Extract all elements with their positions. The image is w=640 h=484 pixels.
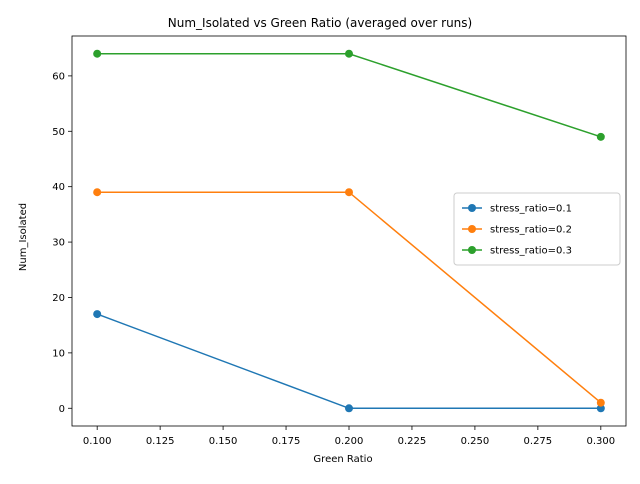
legend-marker-2 (468, 225, 476, 233)
x-tick-label-7: 0.275 (524, 436, 553, 447)
x-tick-label-5: 0.225 (398, 436, 427, 447)
legend-label-2: stress_ratio=0.2 (490, 225, 572, 236)
y-tick-label-1: 10 (52, 348, 65, 359)
y-tick-label-2: 20 (52, 293, 65, 304)
series-1-point-1 (93, 310, 102, 319)
series-3-point-2 (345, 49, 353, 58)
legend: stress_ratio=0.1 stress_ratio=0.2 stress_r… (453, 192, 621, 266)
legend-label-1: stress_ratio=0.1 (490, 204, 572, 215)
x-tick-label-8: 0.300 (586, 436, 615, 447)
x-tick-label-0: 0.100 (83, 436, 112, 447)
series-2-point-3 (596, 398, 605, 407)
legend-marker-1 (468, 204, 476, 212)
x-axis-label: Green Ratio (313, 454, 372, 465)
series-line-1 (96, 313, 601, 410)
chart-title: Num_Isolated vs Green Ratio (averaged ov… (168, 16, 472, 30)
x-tick-label-3: 0.175 (272, 436, 301, 447)
series-1-point-2 (345, 404, 353, 413)
series-3-point-1 (93, 49, 102, 58)
series-1-point-3 (596, 404, 605, 413)
series-2-point-2 (345, 188, 353, 197)
y-axis-label: Num_Isolated (18, 203, 29, 271)
plot-area: 0.100 0.125 0.150 0.175 0.200 0.225 0.250 0.275… (52, 35, 627, 447)
x-tick-label-6: 0.250 (461, 436, 490, 447)
series-3-point-3 (596, 132, 605, 141)
legend-box (453, 192, 621, 266)
legend-label-3: stress_ratio=0.3 (490, 246, 572, 257)
x-tick-label-4: 0.200 (335, 436, 364, 447)
y-tick-label-0: 0 (59, 404, 65, 415)
x-tick-label-2: 0.150 (209, 436, 238, 447)
y-tick-label-4: 40 (52, 182, 65, 193)
y-tick-label-3: 30 (52, 238, 65, 249)
y-tick-label-6: 60 (52, 71, 65, 82)
series-2-point-1 (93, 188, 102, 197)
axes-frame (71, 35, 627, 427)
x-tick-label-1: 0.125 (146, 436, 175, 447)
y-tick-label-5: 50 (52, 127, 65, 138)
series-line-3 (97, 52, 602, 138)
legend-marker-3 (468, 246, 476, 254)
